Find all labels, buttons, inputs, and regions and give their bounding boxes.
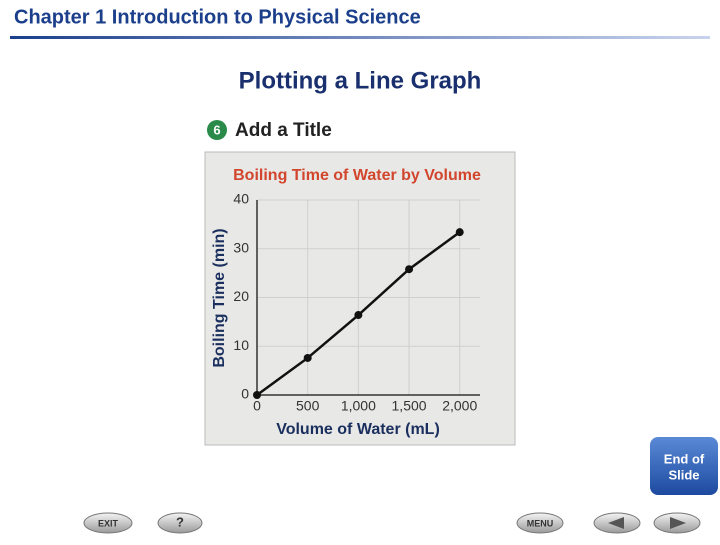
data-point bbox=[455, 228, 464, 237]
step-title: Add a Title bbox=[235, 120, 332, 141]
data-point bbox=[253, 391, 261, 399]
end-of-slide-button[interactable]: End of Slide bbox=[650, 437, 718, 495]
header-rule bbox=[10, 36, 710, 39]
x-tick-label: 500 bbox=[296, 398, 320, 414]
exit-text: EXIT bbox=[98, 518, 119, 528]
data-point bbox=[303, 353, 312, 362]
y-tick-label: 20 bbox=[233, 288, 249, 304]
end-button-bg bbox=[650, 437, 718, 495]
step-number: 6 bbox=[213, 122, 220, 137]
menu-text: MENU bbox=[527, 518, 554, 528]
help-button[interactable]: ? bbox=[157, 512, 203, 534]
slide-title: Plotting a Line Graph bbox=[239, 67, 482, 94]
end-text-1: End of bbox=[664, 451, 705, 466]
help-text: ? bbox=[176, 514, 184, 529]
x-axis-label: Volume of Water (mL) bbox=[276, 421, 440, 438]
x-tick-label: 2,000 bbox=[442, 398, 477, 414]
button-bg bbox=[83, 512, 133, 534]
x-tick-label: 0 bbox=[253, 398, 261, 414]
header-title: Chapter 1 Introduction to Physical Scien… bbox=[14, 6, 421, 28]
y-tick-label: 0 bbox=[241, 386, 249, 402]
next-button[interactable] bbox=[653, 512, 701, 534]
data-point bbox=[405, 265, 414, 274]
x-tick-label: 1,500 bbox=[392, 398, 427, 414]
end-text-2: Slide bbox=[668, 467, 699, 482]
y-tick-label: 30 bbox=[233, 239, 249, 255]
menu-button[interactable]: MENU bbox=[516, 512, 564, 534]
y-tick-label: 10 bbox=[233, 337, 249, 353]
step-badge bbox=[207, 120, 227, 140]
arrow-right bbox=[670, 517, 686, 529]
previous-button[interactable] bbox=[593, 512, 641, 534]
arrow-left bbox=[608, 517, 624, 529]
x-tick-label: 1,000 bbox=[341, 398, 376, 414]
data-point bbox=[354, 311, 363, 320]
chart-title: Boiling Time of Water by Volume bbox=[233, 167, 481, 184]
y-axis-label: Boiling Time (min) bbox=[211, 228, 228, 367]
plot-area: 0 10 20 30 40 0 500 1,000 1,500 2,000 bbox=[233, 191, 480, 414]
y-tick-label: 40 bbox=[233, 191, 249, 207]
button-bg bbox=[516, 512, 564, 534]
exit-button[interactable]: EXIT bbox=[83, 512, 133, 534]
button-bg bbox=[157, 512, 203, 534]
